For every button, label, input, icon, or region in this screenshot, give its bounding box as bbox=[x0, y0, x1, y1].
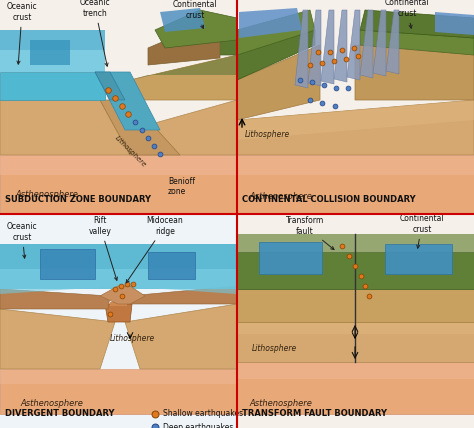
Polygon shape bbox=[237, 0, 474, 214]
Polygon shape bbox=[0, 30, 105, 72]
Polygon shape bbox=[0, 369, 237, 384]
Polygon shape bbox=[237, 322, 474, 334]
Polygon shape bbox=[347, 10, 360, 80]
Polygon shape bbox=[237, 155, 474, 175]
Polygon shape bbox=[386, 10, 399, 74]
Polygon shape bbox=[0, 72, 105, 100]
Polygon shape bbox=[155, 10, 237, 48]
Text: DIVERGENT BOUNDARY: DIVERGENT BOUNDARY bbox=[5, 409, 115, 418]
Polygon shape bbox=[40, 249, 95, 279]
Polygon shape bbox=[100, 286, 145, 304]
Text: Asthenosphere: Asthenosphere bbox=[20, 399, 83, 408]
Polygon shape bbox=[308, 10, 321, 86]
Polygon shape bbox=[130, 55, 237, 80]
Polygon shape bbox=[105, 304, 132, 322]
Polygon shape bbox=[237, 234, 474, 252]
Polygon shape bbox=[373, 10, 386, 76]
Text: Lithosphere: Lithosphere bbox=[252, 344, 297, 353]
Polygon shape bbox=[321, 10, 334, 84]
Polygon shape bbox=[237, 214, 474, 428]
Polygon shape bbox=[95, 72, 125, 100]
Polygon shape bbox=[110, 302, 127, 306]
Text: Oceanic
trench: Oceanic trench bbox=[80, 0, 110, 66]
Polygon shape bbox=[95, 72, 160, 130]
Polygon shape bbox=[30, 40, 70, 65]
Polygon shape bbox=[237, 362, 474, 379]
Polygon shape bbox=[0, 0, 237, 214]
Polygon shape bbox=[237, 45, 320, 120]
Polygon shape bbox=[237, 155, 474, 214]
Polygon shape bbox=[435, 12, 474, 35]
Text: Continental
crust: Continental crust bbox=[385, 0, 429, 28]
Polygon shape bbox=[259, 242, 322, 274]
Polygon shape bbox=[360, 10, 373, 78]
Polygon shape bbox=[0, 244, 237, 289]
Text: CONTINENTAL COLLISION BOUNDARY: CONTINENTAL COLLISION BOUNDARY bbox=[242, 195, 416, 204]
Text: Rift
valley: Rift valley bbox=[89, 216, 118, 280]
Text: Asthenosphere: Asthenosphere bbox=[249, 399, 312, 408]
Text: Lithosphere: Lithosphere bbox=[245, 130, 290, 139]
Polygon shape bbox=[239, 8, 302, 38]
Polygon shape bbox=[0, 214, 237, 428]
Polygon shape bbox=[385, 244, 452, 274]
Text: Asthenosphere: Asthenosphere bbox=[15, 190, 78, 199]
Text: Lithosphere: Lithosphere bbox=[110, 334, 155, 343]
Polygon shape bbox=[355, 45, 474, 100]
Polygon shape bbox=[237, 322, 474, 362]
Text: Benioff
zone: Benioff zone bbox=[168, 177, 195, 196]
Polygon shape bbox=[237, 289, 474, 322]
Polygon shape bbox=[0, 369, 237, 414]
Polygon shape bbox=[125, 304, 237, 369]
Text: Continental
crust: Continental crust bbox=[400, 214, 444, 248]
Polygon shape bbox=[237, 30, 315, 80]
Polygon shape bbox=[0, 30, 105, 50]
Polygon shape bbox=[237, 362, 474, 414]
Text: Oceanic
crust: Oceanic crust bbox=[7, 2, 37, 64]
Text: Lithosphere: Lithosphere bbox=[114, 135, 147, 169]
Text: Shallow earthquakes: Shallow earthquakes bbox=[163, 410, 243, 419]
Polygon shape bbox=[360, 10, 474, 38]
Polygon shape bbox=[148, 252, 195, 279]
Text: Midocean
ridge: Midocean ridge bbox=[126, 216, 183, 283]
Polygon shape bbox=[148, 28, 220, 65]
Polygon shape bbox=[0, 155, 237, 214]
Polygon shape bbox=[0, 155, 237, 175]
Text: Oceanic
crust: Oceanic crust bbox=[7, 222, 37, 258]
Polygon shape bbox=[128, 286, 237, 304]
Polygon shape bbox=[100, 100, 180, 155]
Polygon shape bbox=[237, 10, 315, 55]
Polygon shape bbox=[0, 289, 110, 309]
Polygon shape bbox=[0, 309, 115, 369]
Polygon shape bbox=[130, 55, 237, 100]
Polygon shape bbox=[334, 10, 347, 82]
Polygon shape bbox=[0, 269, 237, 294]
Polygon shape bbox=[360, 30, 474, 55]
Text: Deep earthquakes: Deep earthquakes bbox=[163, 422, 233, 428]
Text: SUBDUCTION ZONE BOUNDARY: SUBDUCTION ZONE BOUNDARY bbox=[5, 195, 151, 204]
Polygon shape bbox=[130, 100, 237, 155]
Polygon shape bbox=[0, 244, 237, 269]
Polygon shape bbox=[295, 10, 308, 88]
Polygon shape bbox=[237, 252, 474, 289]
Text: Transform
fault: Transform fault bbox=[286, 216, 334, 250]
Polygon shape bbox=[237, 100, 474, 140]
Text: Continental
crust: Continental crust bbox=[173, 0, 217, 29]
Text: Asthenosphere: Asthenosphere bbox=[249, 192, 312, 201]
Polygon shape bbox=[160, 8, 205, 32]
Polygon shape bbox=[148, 30, 237, 55]
Text: TRANSFORM FAULT BOUNDARY: TRANSFORM FAULT BOUNDARY bbox=[242, 409, 387, 418]
Polygon shape bbox=[237, 100, 474, 155]
Polygon shape bbox=[0, 100, 130, 155]
